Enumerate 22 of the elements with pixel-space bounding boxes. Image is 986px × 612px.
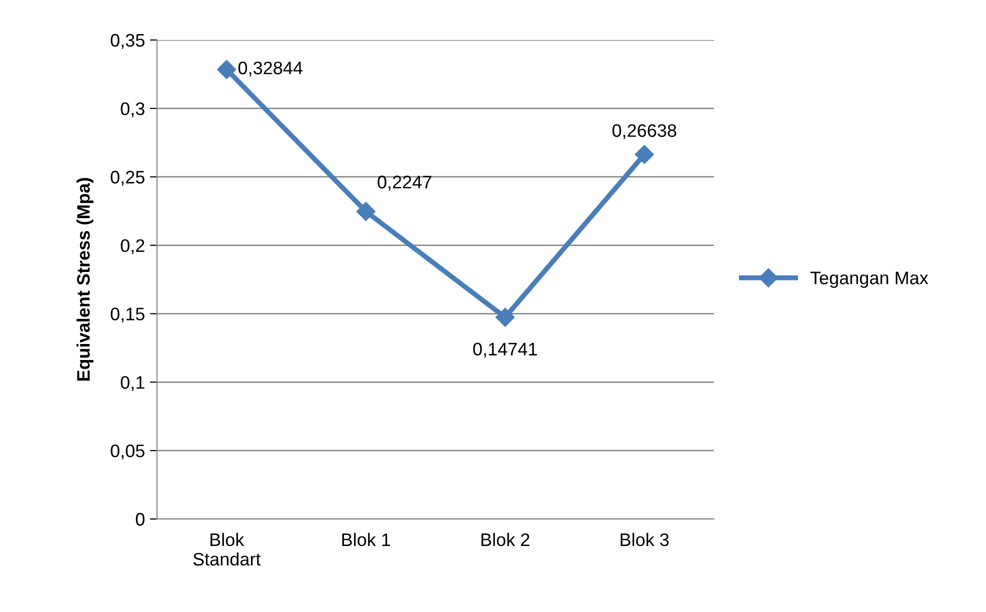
point bbox=[356, 202, 376, 222]
y-tick-label: 0,1 bbox=[120, 376, 144, 391]
x-tick-label: Blok 3 bbox=[620, 532, 669, 546]
data-label: 0,14741 bbox=[473, 342, 537, 358]
x-tick-label: Blok 2 bbox=[482, 532, 530, 546]
y-tick-label: 0,35 bbox=[110, 34, 144, 49]
y-tick-label: 0,15 bbox=[110, 308, 144, 323]
y-tick-label: 0,3 bbox=[120, 102, 144, 118]
legend-label: Tegangan Max bbox=[810, 272, 928, 288]
y-axis-title: Equivalent Stress (Mpa) bbox=[76, 178, 94, 381]
data-label: 0,2247 bbox=[378, 176, 432, 191]
data-label: 0,32844 bbox=[238, 62, 302, 76]
x-tick-label: Blok Standart bbox=[193, 532, 261, 566]
point bbox=[217, 60, 236, 80]
y-tick-label: 0,2 bbox=[120, 239, 144, 254]
point bbox=[634, 144, 654, 164]
y-tick-label: 0 bbox=[136, 512, 144, 526]
data-label: 0,26638 bbox=[612, 124, 676, 140]
x-tick-label: Blok 1 bbox=[342, 532, 390, 546]
y-tick-label: 0,05 bbox=[110, 444, 144, 460]
point bbox=[496, 308, 515, 327]
y-tick-label: 0,25 bbox=[110, 170, 144, 186]
